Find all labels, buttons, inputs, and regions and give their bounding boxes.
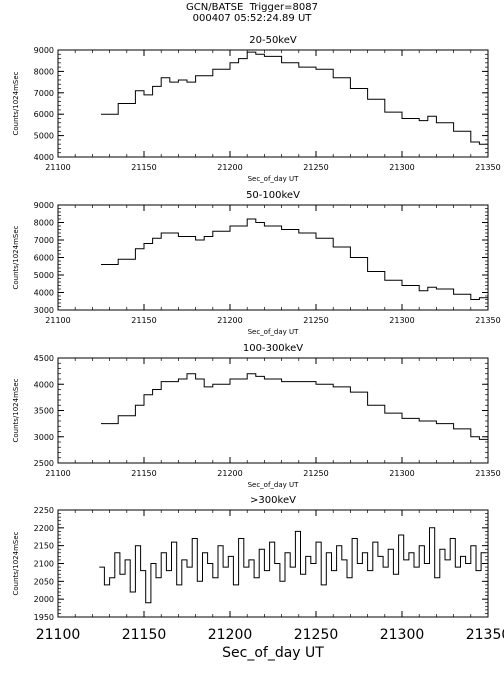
y-tick-label: 4000 [34,153,54,162]
panel-title: 50-100keV [246,190,300,201]
x-tick-label: 21300 [389,316,414,325]
y-axis-label: Counts/1024mSec [12,531,20,595]
x-axis-label: Sec_of_day UT [248,328,300,336]
y-axis-label: Counts/1024mSec [12,378,20,442]
x-tick-label: 21100 [45,469,70,478]
y-tick-label: 5000 [34,271,54,280]
panel-4: >300keV Counts/1024mSec 1950 2000 2050 2100 21… [12,495,504,661]
x-tick-label: 21300 [389,163,414,172]
x-axis-label: Sec_of_day UT [222,645,324,661]
y-tick-label: 5000 [34,132,54,141]
panel-3: 100-300keV Counts/1024mSec 2500 3000 3500 400… [12,343,501,489]
x-tick-label: 21200 [208,627,253,643]
y-tick-label: 2050 [34,577,54,586]
x-axis-label: Sec_of_day UT [248,481,300,489]
y-tick-label: 2150 [34,542,54,551]
page-title: GCN/BATSE Trigger=8087 000407 05:52:24.8… [0,2,504,24]
x-tick-label: 21350 [466,627,504,643]
trigger-title: GCN/BATSE Trigger=8087 [186,2,318,13]
x-tick-label: 21150 [131,163,156,172]
x-tick-label: 21150 [131,316,156,325]
y-tick-label: 2200 [34,524,54,533]
x-tick-label: 21100 [36,627,81,643]
x-tick-label: 21150 [131,469,156,478]
y-tick-label: 4000 [34,289,54,298]
panel-title: >300keV [250,495,296,506]
y-tick-label: 3000 [34,306,54,315]
x-tick-label: 21300 [380,627,425,643]
y-tick-label: 2250 [34,506,54,515]
plot-frame [57,49,489,158]
lightcurve-series [101,51,488,145]
y-axis-label: Counts/1024mSec [12,71,20,135]
x-tick-label: 21150 [122,627,167,643]
y-tick-label: 1950 [34,613,54,622]
y-tick-label: 9000 [34,46,54,55]
y-tick-label: 7000 [34,89,54,98]
lightcurve-series [101,373,488,440]
x-tick-label: 21250 [303,316,328,325]
panel-1: 20-50keV Counts/1024mSec 4000 5000 6000 7000 8… [12,35,501,183]
y-tick-label: 2100 [34,560,54,569]
x-tick-label: 21200 [217,163,242,172]
plot-frame [57,204,489,311]
x-tick-label: 21350 [475,316,500,325]
x-tick-label: 21200 [217,316,242,325]
x-tick-label: 21350 [475,163,500,172]
x-tick-label: 21350 [475,469,500,478]
y-tick-label: 4000 [34,380,54,389]
x-tick-label: 21250 [303,163,328,172]
y-tick-label: 2000 [34,595,54,604]
x-tick-label: 21250 [294,627,339,643]
x-tick-label: 21250 [303,469,328,478]
x-tick-label: 21200 [217,469,242,478]
plot-frame [57,357,489,464]
y-tick-label: 8000 [34,219,54,228]
lightcurve-series [99,527,487,604]
y-tick-label: 3000 [34,433,54,442]
y-tick-label: 6000 [34,254,54,263]
lightcurve-series [101,218,488,300]
x-axis-label: Sec_of_day UT [248,175,300,183]
y-tick-label: 3500 [34,407,54,416]
y-tick-label: 9000 [34,201,54,210]
panel-title: 100-300keV [243,343,303,354]
y-tick-label: 8000 [34,67,54,76]
x-tick-label: 21100 [45,163,70,172]
panel-title: 20-50keV [249,35,297,46]
trigger-time: 000407 05:52:24.89 UT [192,13,312,24]
panel-2: 50-100keV Counts/1024mSec 3000 4000 5000 6000… [12,190,501,336]
y-tick-label: 4500 [34,354,54,363]
y-tick-label: 6000 [34,110,54,119]
y-axis-label: Counts/1024mSec [12,225,20,289]
plot-frame [57,509,489,618]
y-tick-label: 7000 [34,236,54,245]
x-tick-label: 21100 [45,316,70,325]
x-tick-label: 21300 [389,469,414,478]
y-tick-label: 2500 [34,459,54,468]
